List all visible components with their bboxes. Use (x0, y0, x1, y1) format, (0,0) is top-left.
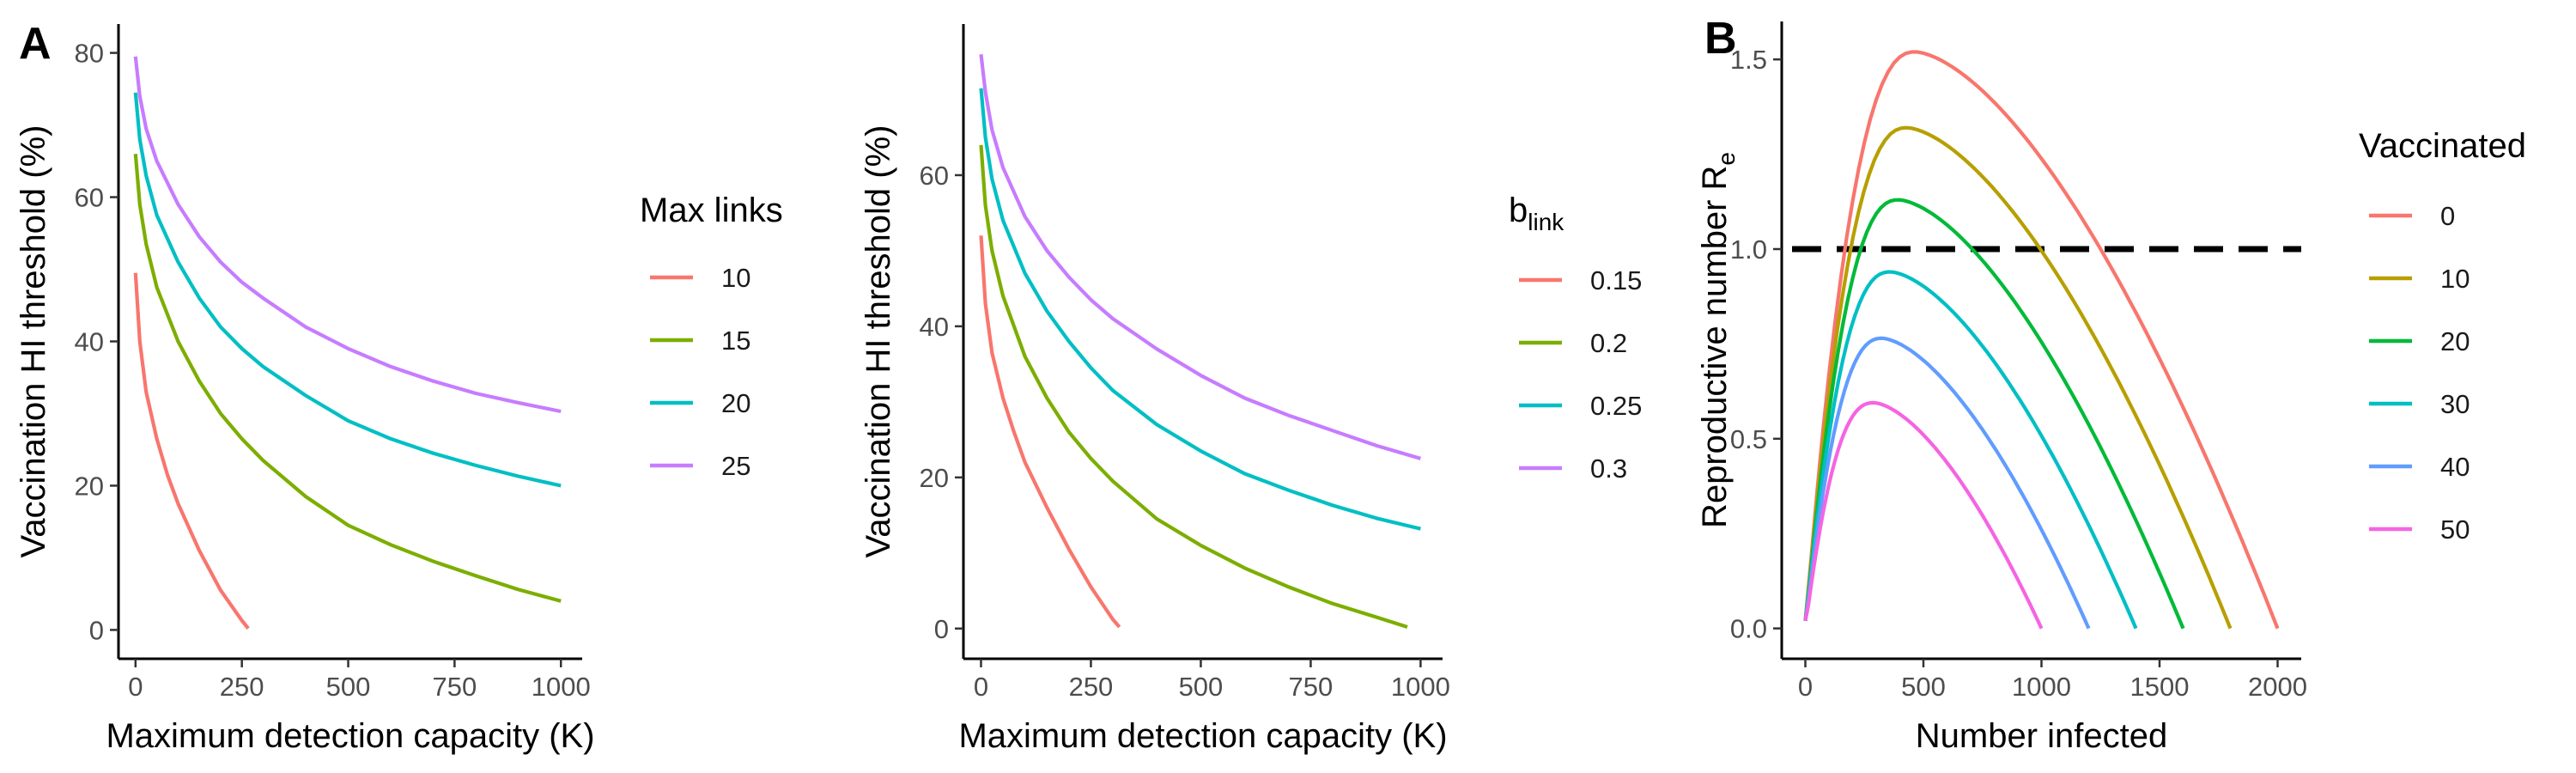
chart-1: 0 250 500 750 1000 0 20 40 60 80 Maximum detection… (15, 24, 783, 755)
x-tick-label: 0 (128, 672, 143, 702)
series-line-0.25 (979, 88, 1421, 531)
legend-label-10: 10 (2440, 264, 2470, 294)
legend-label-30: 30 (2440, 389, 2470, 419)
x-tick-label: 1500 (2130, 672, 2190, 702)
series-line-20 (133, 92, 562, 488)
legend-label-0.2: 0.2 (1590, 328, 1627, 358)
x-tick-label: 750 (1289, 672, 1334, 702)
y-tick-label: 1.5 (1730, 45, 1767, 75)
x-tick-label: 2000 (2248, 672, 2307, 702)
x-tick-label: 0 (974, 672, 988, 702)
y-tick-label: 80 (75, 39, 104, 69)
x-axis-title: Number infected (1916, 717, 2167, 755)
series-line-15 (133, 154, 562, 603)
series-line-10 (1803, 125, 2233, 630)
series-line-50 (1803, 400, 2044, 630)
y-tick-label: 40 (920, 312, 949, 342)
chart-2: 0 250 500 750 1000 0 20 40 60 Maximum detection c… (860, 24, 1642, 755)
y-tick-label: 0 (89, 615, 104, 645)
legend-label-40: 40 (2440, 452, 2470, 482)
legend-title: Max links (640, 192, 783, 229)
panel-label-b: B (1704, 14, 1737, 64)
y-tick-label: 0 (934, 614, 949, 644)
legend-label-20: 20 (2440, 326, 2470, 356)
series-line-30 (1803, 270, 2138, 630)
y-axis-title: Vaccination HI threshold (%) (860, 125, 897, 558)
legend-label-50: 50 (2440, 514, 2470, 545)
y-axis-title: Vaccination HI threshold (%) (15, 125, 52, 558)
series-line-0 (1803, 50, 2280, 630)
x-tick-label: 0 (1798, 672, 1813, 702)
y-tick-label: 20 (75, 471, 104, 501)
y-axis-title-subscript: e (1713, 152, 1740, 166)
legend-label-0: 0 (2440, 201, 2455, 231)
legend-label-25: 25 (721, 451, 750, 481)
y-tick-label: 20 (920, 463, 949, 493)
y-tick-label: 1.0 (1730, 234, 1767, 265)
panel-label-a: A (19, 19, 52, 69)
x-tick-label: 1000 (532, 672, 591, 702)
y-tick-label: 60 (920, 161, 949, 191)
x-tick-label: 750 (433, 672, 477, 702)
legend-label-10: 10 (721, 263, 750, 293)
legend-title-subscript: link (1528, 209, 1564, 235)
x-tick-label: 500 (1179, 672, 1224, 702)
y-tick-label: 40 (75, 327, 104, 357)
legend-label-15: 15 (721, 326, 750, 356)
series-line-0.3 (979, 53, 1421, 460)
y-axis-title-symbol: R (1696, 166, 1734, 191)
x-tick-label: 250 (220, 672, 264, 702)
series-line-0.2 (979, 144, 1408, 630)
x-tick-label: 1000 (1391, 672, 1450, 702)
legend-title: Vaccinated (2359, 127, 2526, 165)
y-tick-label: 0.0 (1730, 614, 1767, 644)
legend-label-0.3: 0.3 (1590, 453, 1627, 484)
x-axis-title: Maximum detection capacity (K) (106, 717, 594, 755)
series-line-20 (1803, 198, 2185, 630)
series-line-40 (1803, 336, 2091, 630)
legend-label-0.25: 0.25 (1590, 391, 1642, 421)
y-tick-label: 60 (75, 183, 104, 213)
x-tick-label: 250 (1069, 672, 1114, 702)
y-tick-label: 0.5 (1730, 424, 1767, 454)
x-axis-title: Maximum detection capacity (K) (958, 717, 1447, 755)
x-tick-label: 1000 (2012, 672, 2071, 702)
x-tick-label: 500 (326, 672, 371, 702)
y-axis-title: Reproductive number Re (1696, 152, 1740, 528)
legend-title: blink (1509, 192, 1564, 235)
x-tick-label: 500 (1901, 672, 1946, 702)
series-line-10 (133, 272, 250, 630)
legend-label-0.15: 0.15 (1590, 265, 1642, 295)
series-line-0.15 (979, 235, 1121, 629)
series-line-25 (133, 56, 562, 414)
legend-label-20: 20 (721, 388, 750, 418)
